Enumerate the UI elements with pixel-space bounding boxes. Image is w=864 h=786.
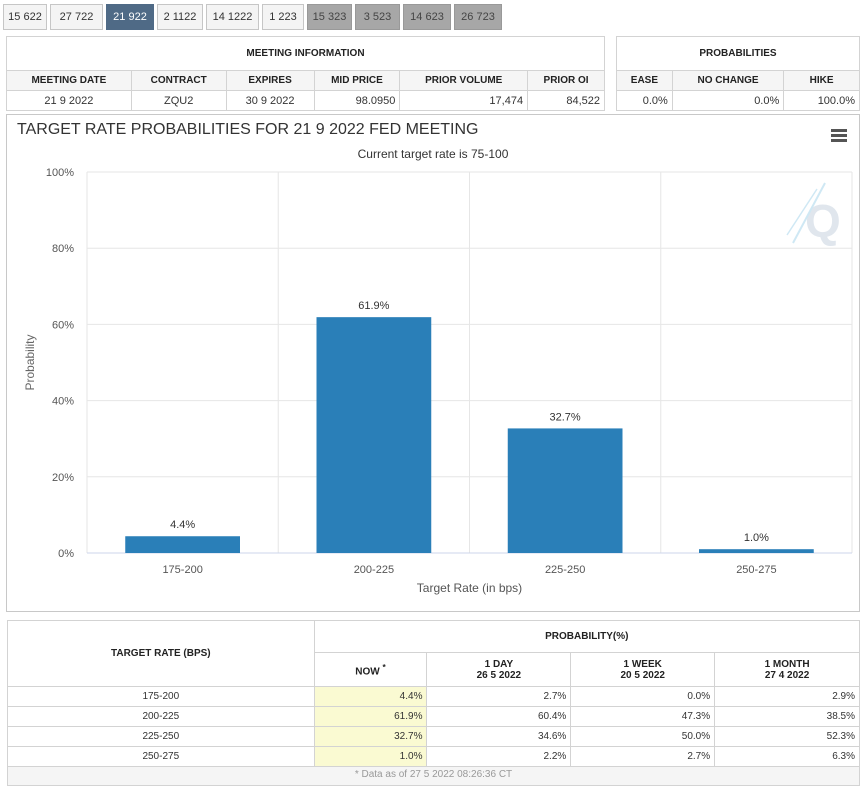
row-probability-value: 60.4%: [426, 706, 572, 727]
bar-175-200: [125, 536, 240, 553]
meeting-info-table: MEETING INFORMATION MEETING DATE CONTRAC…: [6, 36, 605, 111]
tab-14-623[interactable]: 14 623: [403, 4, 451, 30]
header-no-change: NO CHANGE: [671, 70, 785, 91]
row-probability-value: 52.3%: [714, 726, 860, 747]
header-hike: HIKE: [783, 70, 860, 91]
header-now-label: NOW: [355, 666, 380, 678]
value-contract: ZQU2: [130, 90, 227, 111]
value-meeting-date: 21 9 2022: [6, 90, 132, 111]
header-now-mark: *: [382, 661, 386, 672]
x-axis-title: Target Rate (in bps): [417, 581, 522, 595]
header-1-day-date: 26 5 2022: [476, 669, 522, 681]
table-row: 225-250 32.7% 34.6% 50.0% 52.3%: [7, 726, 860, 747]
tab-27-722[interactable]: 27 722: [50, 4, 103, 30]
meeting-info-title: MEETING INFORMATION: [6, 36, 605, 71]
y-tick-label: 60%: [52, 319, 74, 331]
header-target-rate: TARGET RATE (BPS): [7, 620, 315, 687]
y-tick-label: 0%: [58, 548, 74, 560]
row-target-rate: 250-275: [7, 746, 315, 767]
row-probability-value: 4.4%: [313, 686, 428, 707]
table-row: 200-225 61.9% 60.4% 47.3% 38.5%: [7, 706, 860, 727]
tab-2-1122[interactable]: 2 1122: [157, 4, 203, 30]
tab-1-223[interactable]: 1 223: [262, 4, 304, 30]
chart-container: 0% 20% 40% 60% 80% 100% 4.4% 175-200 61.9% 200-22…: [6, 114, 860, 612]
value-prior-oi: 84,522: [527, 90, 605, 111]
row-probability-value: 6.3%: [714, 746, 860, 767]
row-probability-value: 2.2%: [426, 746, 572, 767]
header-prior-oi: PRIOR OI: [527, 70, 605, 91]
chart-title: TARGET RATE PROBABILITIES FOR 21 9 2022 …: [17, 121, 479, 138]
y-axis-title: Probability: [23, 334, 37, 390]
bar-data-label: 61.9%: [358, 300, 389, 312]
header-now: NOW *: [313, 652, 428, 687]
tab-15-323[interactable]: 15 323: [307, 4, 352, 30]
value-expires: 30 9 2022: [225, 90, 315, 111]
row-target-rate: 200-225: [7, 706, 315, 727]
header-1-month-label: 1 MONTH: [764, 658, 810, 670]
cme-q-logo: Q: [786, 182, 841, 247]
tab-3-523[interactable]: 3 523: [355, 4, 400, 30]
row-probability-value: 47.3%: [570, 706, 716, 727]
header-1-week-date: 20 5 2022: [620, 669, 665, 681]
row-probability-value: 1.0%: [313, 746, 428, 767]
value-ease: 0.0%: [616, 90, 673, 111]
value-mid-price: 98.0950: [313, 90, 401, 111]
header-1-week: 1 WEEK 20 5 2022: [570, 652, 716, 687]
probability-bar-chart: 0% 20% 40% 60% 80% 100% 4.4% 175-200 61.9% 200-22…: [23, 167, 853, 595]
row-probability-value: 0.0%: [570, 686, 716, 707]
table-row: 250-275 1.0% 2.2% 2.7% 6.3%: [7, 746, 860, 767]
row-probability-value: 34.6%: [426, 726, 572, 747]
value-prior-volume: 17,474: [399, 90, 529, 111]
data-timestamp-footnote: * Data as of 27 5 2022 08:26:36 CT: [7, 766, 860, 786]
tab-26-723[interactable]: 26 723: [454, 4, 502, 30]
x-tick-label: 225-250: [545, 564, 585, 576]
x-tick-label: 200-225: [354, 564, 394, 576]
header-meeting-date: MEETING DATE: [6, 70, 132, 91]
chart-menu-icon[interactable]: [831, 129, 847, 143]
row-target-rate: 175-200: [7, 686, 315, 707]
row-probability-value: 38.5%: [714, 706, 860, 727]
bar-200-225: [316, 317, 432, 553]
header-1-day: 1 DAY 26 5 2022: [426, 652, 572, 687]
row-target-rate: 225-250: [7, 726, 315, 747]
probabilities-table: PROBABILITIES EASE NO CHANGE HIKE 0.0% 0…: [616, 36, 860, 111]
value-no-change: 0.0%: [671, 90, 785, 111]
header-probability-group: PROBABILITY(%): [313, 620, 861, 653]
x-tick-label: 250-275: [736, 564, 776, 576]
row-probability-value: 2.9%: [714, 686, 860, 707]
bar-data-label: 4.4%: [170, 519, 195, 531]
x-tick-label: 175-200: [162, 564, 202, 576]
value-hike: 100.0%: [783, 90, 860, 111]
header-1-week-label: 1 WEEK: [623, 658, 662, 670]
row-probability-value: 61.9%: [313, 706, 428, 727]
table-row: 175-200 4.4% 2.7% 0.0% 2.9%: [7, 686, 860, 707]
row-probability-value: 50.0%: [570, 726, 716, 747]
y-tick-label: 40%: [52, 396, 74, 408]
y-tick-label: 20%: [52, 472, 74, 484]
y-tick-label: 100%: [46, 167, 74, 179]
header-prior-volume: PRIOR VOLUME: [399, 70, 529, 91]
bar-data-label: 32.7%: [550, 411, 581, 423]
row-probability-value: 2.7%: [426, 686, 572, 707]
bar-225-250: [507, 428, 623, 553]
probabilities-title: PROBABILITIES: [616, 36, 860, 71]
bar-data-label: 1.0%: [744, 532, 769, 544]
header-mid-price: MID PRICE: [313, 70, 401, 91]
y-tick-label: 80%: [52, 243, 74, 255]
header-1-month-date: 27 4 2022: [764, 669, 810, 681]
row-probability-value: 2.7%: [570, 746, 716, 767]
tab-14-1222[interactable]: 14 1222: [206, 4, 259, 30]
header-expires: EXPIRES: [225, 70, 315, 91]
header-1-day-label: 1 DAY: [484, 658, 514, 670]
tab-21-922[interactable]: 21 922: [106, 4, 154, 30]
header-1-month: 1 MONTH 27 4 2022: [714, 652, 860, 687]
tab-15-622[interactable]: 15 622: [3, 4, 47, 30]
bar-250-275: [699, 549, 814, 553]
chart-subtitle: Current target rate is 75-100: [357, 147, 509, 161]
row-probability-value: 32.7%: [313, 726, 428, 747]
header-ease: EASE: [616, 70, 673, 91]
svg-text:Q: Q: [805, 195, 841, 247]
probability-history-table: TARGET RATE (BPS) PROBABILITY(%) NOW * 1…: [7, 620, 861, 767]
header-contract: CONTRACT: [130, 70, 227, 91]
